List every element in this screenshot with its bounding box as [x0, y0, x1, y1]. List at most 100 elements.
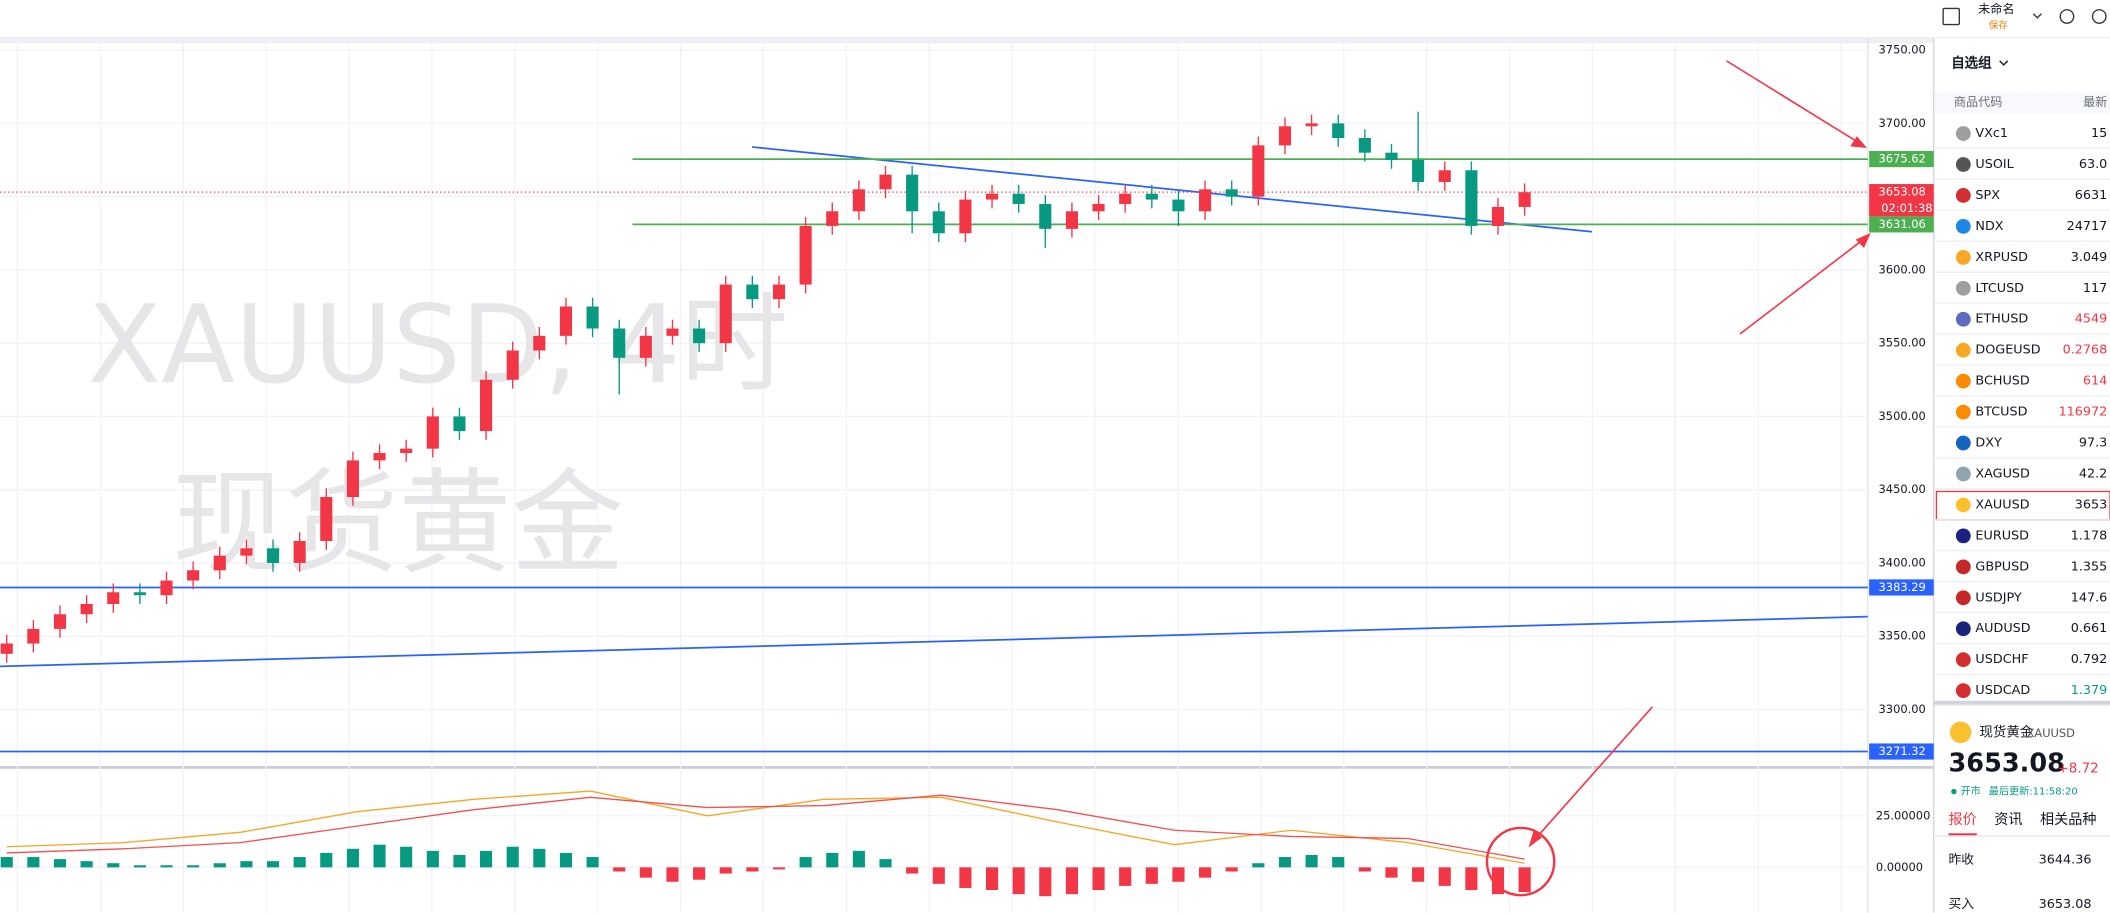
macd-bar — [1199, 867, 1212, 878]
save-label[interactable]: 保存 — [1989, 19, 2008, 31]
macd-bar — [1465, 867, 1478, 891]
candle-body — [1199, 189, 1212, 212]
symbol[interactable]: XAUUSD — [1975, 497, 2029, 512]
macd-bar — [985, 867, 999, 891]
candle-body — [1278, 126, 1292, 146]
candle-body — [1491, 206, 1505, 226]
y-tick-label: 3350.00 — [1879, 629, 1926, 643]
macd-bar — [373, 844, 386, 868]
symbol[interactable]: LTCUSD — [1975, 281, 2024, 296]
candle-body — [187, 570, 200, 581]
macd-bar — [799, 857, 812, 868]
symbol[interactable]: NDX — [1975, 219, 2003, 234]
candle-body — [533, 335, 546, 351]
prev-close: 3644.36 — [2039, 853, 2092, 868]
candle-body — [746, 284, 759, 300]
alert-icon[interactable] — [2059, 9, 2075, 24]
candle-body — [693, 328, 706, 344]
symbol-icon — [1955, 435, 1971, 451]
symbol[interactable]: DXY — [1975, 436, 2002, 451]
arrow — [1536, 706, 1654, 838]
col-header: 商品代码 — [1954, 94, 2002, 109]
symbol[interactable]: USDCHF — [1975, 652, 2028, 667]
macd-bar — [932, 867, 945, 884]
candle-body — [799, 225, 812, 285]
price: 614 — [2083, 374, 2107, 389]
macd-bar — [266, 861, 280, 868]
macd-bar — [826, 852, 839, 868]
macd-bar — [1119, 867, 1132, 886]
macd-bar — [586, 857, 599, 868]
layout-name[interactable]: 未命名 — [1978, 1, 2014, 16]
symbol[interactable]: GBPUSD — [1975, 559, 2029, 574]
candle-body — [1358, 138, 1371, 153]
symbol[interactable]: XRPUSD — [1975, 250, 2028, 265]
symbol[interactable]: USDCAD — [1975, 683, 2030, 698]
group-title[interactable]: 自选组 — [1951, 55, 1992, 72]
layout-icon[interactable] — [1942, 7, 1960, 26]
price: 4549 — [2075, 312, 2107, 327]
symbol[interactable]: XAGUSD — [1975, 466, 2030, 481]
details-price: 3653.08 — [1949, 749, 2065, 779]
symbol-icon — [1955, 466, 1971, 482]
macd-bar — [639, 867, 652, 878]
tab[interactable]: 报价 — [1949, 812, 1977, 828]
candle-body — [1119, 193, 1132, 204]
macd-bar — [959, 867, 972, 888]
symbol[interactable]: BCHUSD — [1975, 374, 2029, 389]
candle-body — [373, 453, 386, 461]
candle-body — [80, 603, 93, 615]
macd-bar — [1491, 867, 1505, 895]
macd-tick-label: 0.00000 — [1876, 860, 1923, 874]
symbol-icon — [1955, 528, 1971, 544]
candle-body — [906, 174, 919, 212]
macd-bar — [133, 865, 146, 868]
price: 15 — [2091, 126, 2107, 141]
candle-body — [240, 548, 253, 556]
symbol-icon — [1955, 280, 1971, 296]
symbol-icon — [1955, 218, 1971, 234]
macd-bar — [346, 848, 359, 868]
trendline — [752, 146, 1593, 233]
symbol-icon — [1955, 404, 1971, 420]
macd-bar — [852, 850, 865, 868]
macd-bar — [1145, 867, 1158, 884]
tab[interactable]: 相关品种 — [2040, 812, 2096, 828]
price: 117 — [2083, 281, 2107, 296]
candle-body — [320, 497, 333, 541]
candle-body — [506, 350, 519, 380]
macd-bar — [693, 867, 706, 880]
tab[interactable]: 资讯 — [1994, 812, 2022, 828]
macd-bar — [666, 867, 679, 882]
candle-body — [1039, 203, 1052, 229]
symbol[interactable]: USOIL — [1975, 157, 2014, 172]
symbol[interactable]: VXc1 — [1975, 126, 2008, 141]
symbol[interactable]: SPX — [1975, 188, 2000, 203]
macd-line — [6, 790, 1525, 864]
symbol-icon — [1955, 683, 1971, 699]
candle-body — [27, 628, 40, 644]
status-dot — [1951, 788, 1957, 795]
symbol[interactable]: ETHUSD — [1975, 312, 2028, 327]
replay-icon[interactable] — [2091, 9, 2107, 24]
symbol[interactable]: DOGEUSD — [1975, 343, 2040, 358]
macd-bar — [1278, 857, 1292, 868]
symbol[interactable]: EURUSD — [1975, 528, 2029, 543]
candle-body — [772, 284, 786, 300]
macd-bar — [772, 867, 786, 870]
candle-body — [346, 460, 359, 498]
details-symbol: XAUUSD — [2027, 726, 2076, 740]
prev-close-label: 昨收 — [1949, 853, 1975, 868]
last-price-tag — [1869, 184, 1934, 217]
symbol[interactable]: AUDUSD — [1975, 621, 2030, 636]
candle-body — [426, 416, 439, 449]
symbol[interactable]: BTCUSD — [1975, 405, 2027, 420]
candle-body — [213, 555, 226, 571]
symbol[interactable]: USDJPY — [1975, 590, 2021, 605]
dropdown-icon[interactable] — [2032, 13, 2042, 19]
macd-bar — [1305, 854, 1318, 868]
candle-body — [1412, 160, 1425, 182]
macd-bar — [1332, 857, 1345, 868]
candle-body — [480, 379, 493, 432]
watermark-name: 现货黄金 — [172, 458, 624, 590]
